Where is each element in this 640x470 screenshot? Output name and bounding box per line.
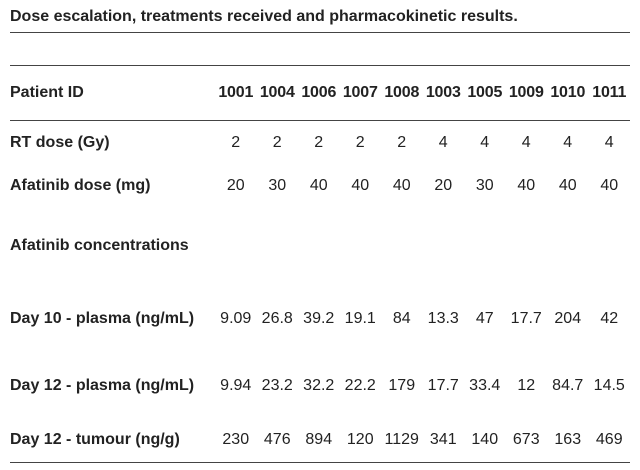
- empty-cell: [340, 206, 382, 286]
- header-cell: 1010: [547, 65, 589, 121]
- rule: [10, 32, 630, 33]
- value-cell: 2: [314, 134, 324, 152]
- header-cell: 1006: [298, 65, 340, 121]
- value-cell: 2: [231, 134, 241, 152]
- value-cell: 230: [215, 418, 257, 463]
- header-cell: 1001: [215, 65, 257, 121]
- header-cell: 1009: [505, 65, 547, 121]
- table-title: Dose escalation, treatments received and…: [10, 8, 518, 25]
- empty-cell: [257, 206, 299, 286]
- header-cell: 1008: [381, 65, 423, 121]
- value-cell: 204: [554, 310, 582, 327]
- empty-cell: [381, 206, 423, 286]
- value-cell: 22.2: [344, 376, 376, 394]
- empty-cell: [547, 206, 589, 286]
- value-cell: 2: [397, 134, 407, 152]
- table-row: Afatinib concentrations: [10, 206, 630, 286]
- value-cell: 40: [309, 176, 328, 194]
- value-cell: 26.8: [261, 310, 293, 327]
- table-row: RT dose (Gy) 2 2 2 2 2 4 4 4 4 4: [10, 121, 630, 166]
- value-cell: 4: [604, 134, 614, 152]
- value-cell: 476: [256, 418, 298, 463]
- value-cell: 40: [558, 176, 577, 194]
- value-cell: 17.7: [427, 376, 459, 394]
- value-cell: 19.1: [344, 310, 376, 327]
- value-cell: 84.7: [552, 376, 584, 394]
- row-label: Day 12 - plasma (ng/mL): [10, 376, 195, 394]
- value-cell: 30: [475, 176, 494, 194]
- value-cell: 40: [392, 176, 411, 194]
- value-cell: 40: [517, 176, 536, 194]
- value-cell: 9.09: [220, 310, 252, 327]
- row-label: Day 10 - plasma (ng/mL): [10, 310, 195, 327]
- value-cell: 1129: [381, 418, 423, 463]
- value-cell: 179: [388, 376, 416, 394]
- value-cell: 32.2: [303, 376, 335, 394]
- value-cell: 23.2: [261, 376, 293, 394]
- value-cell: 4: [563, 134, 573, 152]
- table-row: Day 12 - tumour (ng/g) 230 476 894 120 1129 34…: [10, 418, 630, 463]
- value-cell: 12: [517, 376, 536, 394]
- header-cell: 1003: [422, 65, 464, 121]
- value-cell: 120: [339, 418, 381, 463]
- empty-cell: [589, 206, 631, 286]
- value-cell: 9.94: [220, 376, 252, 394]
- value-cell: 14.5: [593, 376, 625, 394]
- header-row: Patient ID 1001 1004 1006 1007 1008 1003 1005 10…: [10, 65, 630, 121]
- value-cell: 2: [355, 134, 365, 152]
- empty-cell: [464, 206, 506, 286]
- value-cell: 4: [438, 134, 448, 152]
- value-cell: 20: [434, 176, 453, 194]
- value-cell: 163: [547, 418, 589, 463]
- value-cell: 84: [392, 310, 411, 327]
- value-cell: 4: [480, 134, 490, 152]
- value-cell: 140: [464, 418, 506, 463]
- value-cell: 894: [298, 418, 340, 463]
- table-row: Day 12 - plasma (ng/mL) 9.94 23.2 32.2 22.2 1…: [10, 353, 630, 419]
- row-label: RT dose (Gy): [10, 134, 110, 152]
- header-cell: 1007: [339, 65, 381, 121]
- header-cell: 1005: [464, 65, 506, 121]
- value-cell: 20: [226, 176, 245, 194]
- value-cell: 341: [422, 418, 464, 463]
- value-cell: 13.3: [427, 310, 459, 327]
- value-cell: 469: [588, 418, 630, 463]
- table-body: Patient ID 1001 1004 1006 1007 1008 1003 1005 10…: [10, 65, 630, 463]
- header-cell: 1011: [588, 65, 630, 121]
- header-cell: 1004: [256, 65, 298, 121]
- table-row: Day 10 - plasma (ng/mL) 9.09 26.8 39.2 19.1 8…: [10, 286, 630, 353]
- value-cell: 40: [600, 176, 619, 194]
- value-cell: 42: [600, 310, 619, 327]
- row-label: Day 12 - tumour (ng/g): [10, 418, 215, 463]
- value-cell: 39.2: [303, 310, 335, 327]
- row-label: Afatinib dose (mg): [10, 176, 151, 194]
- table-row: Afatinib dose (mg) 20 30 40 40 40 20 30 40 40 40: [10, 166, 630, 206]
- empty-cell: [298, 206, 340, 286]
- value-cell: 40: [351, 176, 370, 194]
- value-cell: 17.7: [510, 310, 542, 327]
- data-table: Patient ID 1001 1004 1006 1007 1008 1003 1005 10…: [10, 65, 630, 463]
- empty-cell: [506, 206, 548, 286]
- value-cell: 33.4: [469, 376, 501, 394]
- empty-cell: [215, 206, 257, 286]
- header-label: Patient ID: [10, 65, 215, 121]
- value-cell: 47: [475, 310, 494, 327]
- value-cell: 4: [521, 134, 531, 152]
- value-cell: 2: [272, 134, 282, 152]
- empty-cell: [423, 206, 465, 286]
- row-label: Afatinib concentrations: [10, 236, 189, 254]
- value-cell: 673: [505, 418, 547, 463]
- value-cell: 30: [268, 176, 287, 194]
